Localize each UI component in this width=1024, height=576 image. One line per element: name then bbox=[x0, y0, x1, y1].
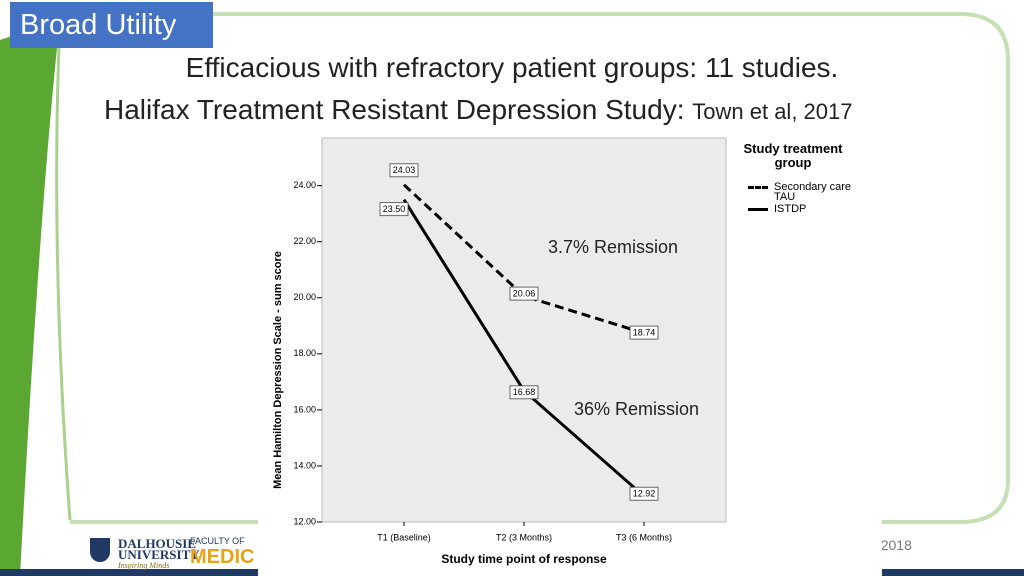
value-label-box bbox=[509, 385, 539, 400]
x-tick-label: T1 (Baseline) bbox=[377, 532, 431, 542]
swoosh-edge bbox=[55, 19, 72, 521]
value-label-box bbox=[379, 202, 409, 217]
value-label: 24.03 bbox=[393, 165, 416, 175]
legend: Secondary care TAU ISTDP bbox=[748, 182, 862, 216]
legend-item: ISTDP bbox=[748, 203, 862, 215]
legend-label: ISTDP bbox=[774, 203, 807, 215]
y-axis-label: Mean Hamilton Depression Scale - sum sco… bbox=[272, 251, 284, 489]
y-tick-label: 18.00 bbox=[293, 348, 316, 358]
y-tick-label: 20.00 bbox=[293, 292, 316, 302]
frame bbox=[70, 12, 1010, 524]
legend-label: Secondary care TAU bbox=[774, 181, 852, 203]
x-axis-label: Study time point of response bbox=[441, 552, 607, 566]
logo-name: DALHOUSIE UNIVERSITY bbox=[118, 536, 200, 562]
value-label: 23.50 bbox=[383, 204, 406, 214]
subheading: Halifax Treatment Resistant Depression S… bbox=[104, 94, 685, 125]
value-label: 20.06 bbox=[513, 288, 536, 298]
logo-motto: Inspiring Minds bbox=[118, 561, 170, 570]
legend-title: Study treatment group bbox=[743, 142, 843, 170]
subheading-line: Halifax Treatment Resistant Depression S… bbox=[104, 94, 853, 126]
heading: Efficacious with refractory patient grou… bbox=[185, 52, 839, 83]
value-label: 18.74 bbox=[633, 327, 656, 337]
logo: DALHOUSIE UNIVERSITY Inspiring Minds bbox=[118, 536, 200, 571]
tag: Broad Utility bbox=[10, 2, 213, 48]
x-tick-label: T3 (6 Months) bbox=[616, 532, 672, 542]
value-label: 16.68 bbox=[513, 387, 536, 397]
faculty-small: FACULTY OF bbox=[190, 536, 245, 546]
legend-swatch bbox=[748, 186, 768, 189]
logo-crest bbox=[90, 538, 110, 562]
chart: Mean Hamilton Depression Scale - sum sco… bbox=[258, 132, 882, 576]
y-tick-label: 12.00 bbox=[293, 516, 316, 526]
value-label-box bbox=[389, 163, 419, 178]
citation: Town et al, 2017 bbox=[692, 99, 853, 124]
y-tick-label: 24.00 bbox=[293, 180, 316, 190]
value-label-box bbox=[629, 325, 659, 340]
x-tick-label: T2 (3 Months) bbox=[496, 532, 552, 542]
green-swoosh bbox=[0, 20, 60, 576]
value-label: 12.92 bbox=[633, 489, 656, 499]
legend-item: Secondary care TAU bbox=[748, 181, 862, 203]
y-tick-label: 14.00 bbox=[293, 460, 316, 470]
annotation: 3.7% Remission bbox=[548, 237, 679, 257]
plot-area bbox=[321, 137, 727, 523]
value-label-box bbox=[509, 286, 539, 301]
value-label-box bbox=[629, 486, 659, 501]
legend-swatch bbox=[748, 208, 768, 211]
y-tick-label: 22.00 bbox=[293, 236, 316, 246]
y-tick-label: 16.00 bbox=[293, 404, 316, 414]
annotation: 36% Remission bbox=[574, 399, 700, 419]
legend-title-box: Study treatment group bbox=[743, 142, 843, 170]
faculty-big: MEDIC bbox=[190, 546, 255, 568]
